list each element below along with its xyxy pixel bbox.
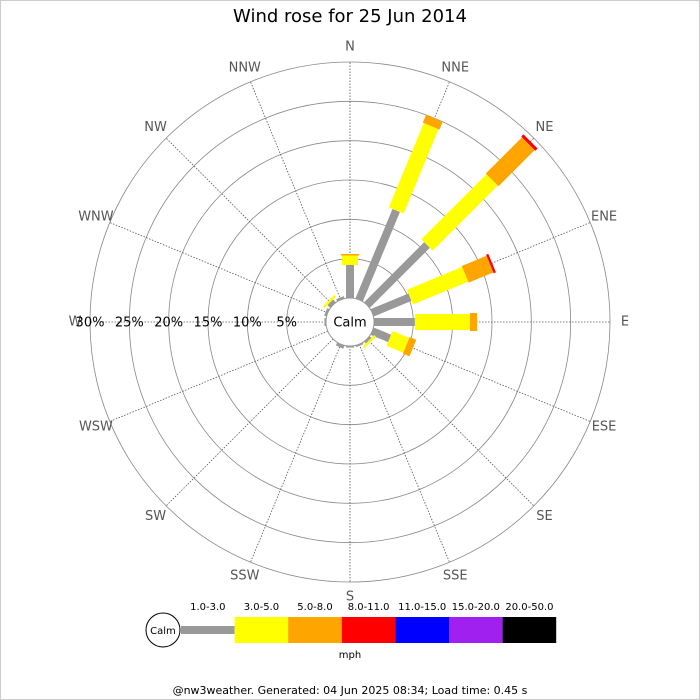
bar-segment: [364, 242, 430, 308]
direction-label: NNE: [441, 60, 469, 75]
direction-label: SW: [145, 509, 166, 524]
legend-swatch: [395, 617, 449, 643]
bar-segment: [402, 337, 417, 357]
spoke: [109, 330, 328, 422]
bar-segment: [370, 293, 412, 317]
direction-label: WSW: [79, 420, 113, 435]
legend-label: 20.0-50.0: [505, 602, 553, 613]
bar-segment: [421, 174, 498, 251]
direction-label: SE: [536, 509, 552, 524]
direction-label: E: [621, 315, 629, 330]
r-tick-label: 25%: [115, 316, 144, 331]
bar-segment: [336, 296, 345, 302]
bar-segment: [335, 342, 345, 349]
legend-swatch: [341, 617, 396, 643]
spoke: [366, 338, 535, 507]
legend-label: 15.0-20.0: [452, 602, 500, 613]
legend-calm-label: Calm: [150, 626, 176, 637]
bar-segment: [386, 331, 410, 353]
bar-segment: [486, 253, 496, 274]
direction-label: NE: [535, 120, 553, 135]
bar-segment: [364, 336, 372, 344]
r-tick-label: 30%: [76, 316, 105, 331]
direction-label: NNW: [229, 60, 261, 75]
bar-segment: [414, 314, 470, 330]
bar-segment: [422, 114, 443, 130]
direction-label: SSW: [230, 569, 260, 584]
footer: @nw3weather. Generated: 04 Jun 2025 08:3…: [173, 684, 528, 697]
bar-segment: [469, 313, 478, 331]
bar-segment: [346, 264, 354, 298]
legend-label: 3.0-5.0: [244, 602, 279, 613]
bar-segment: [485, 137, 535, 187]
calm-circle: [325, 297, 375, 347]
direction-label: WNW: [78, 209, 114, 224]
bar-segment: [388, 123, 439, 214]
bar-segment: [355, 208, 400, 302]
bar-segment: [346, 346, 354, 348]
chart-title: Wind rose for 25 Jun 2014: [233, 6, 467, 27]
grid-ring: [128, 100, 572, 544]
bar-segment: [341, 253, 359, 256]
bar-segment: [374, 318, 415, 326]
spoke: [250, 81, 342, 300]
unit-label: mph: [339, 650, 361, 661]
bar-segment: [362, 334, 376, 348]
legend-label: 1.0-3.0: [190, 602, 225, 613]
bar-segment: [327, 299, 336, 308]
spoke: [250, 344, 342, 563]
direction-label: ESE: [592, 420, 617, 435]
legend-swatch: [288, 617, 342, 643]
spoke: [165, 137, 334, 306]
legend-label: 11.0-15.0: [398, 602, 446, 613]
direction-label: ENE: [591, 209, 617, 224]
spoke: [165, 338, 334, 507]
bar-segment: [342, 255, 358, 265]
bar-segment: [370, 327, 392, 343]
bar-segment: [322, 294, 336, 308]
legend-label: 8.0-11.0: [348, 602, 390, 613]
bar-segment: [324, 308, 330, 317]
direction-label: S: [346, 590, 354, 605]
direction-label: SSE: [443, 569, 468, 584]
legend-calm: [145, 612, 181, 648]
calm-label: Calm: [333, 316, 366, 331]
r-tick-label: 20%: [154, 316, 183, 331]
grid-ring: [89, 61, 611, 583]
legend-swatch: [502, 617, 557, 643]
bar-segment: [355, 342, 364, 348]
bar-segment: [406, 266, 469, 305]
spoke: [358, 344, 450, 563]
legend-swatch: [181, 626, 235, 634]
legend-swatch: [234, 617, 289, 643]
r-tick-label: 10%: [233, 316, 262, 331]
legend-swatch: [449, 617, 503, 643]
direction-label: N: [345, 40, 355, 55]
direction-label: W: [69, 315, 82, 330]
direction-label: NW: [144, 120, 167, 135]
bar-segment: [461, 255, 494, 283]
r-tick-label: 5%: [276, 316, 297, 331]
spoke: [109, 222, 328, 314]
r-tick-label: 15%: [194, 316, 223, 331]
legend-label: 5.0-8.0: [297, 602, 332, 613]
bar-segment: [521, 134, 538, 151]
